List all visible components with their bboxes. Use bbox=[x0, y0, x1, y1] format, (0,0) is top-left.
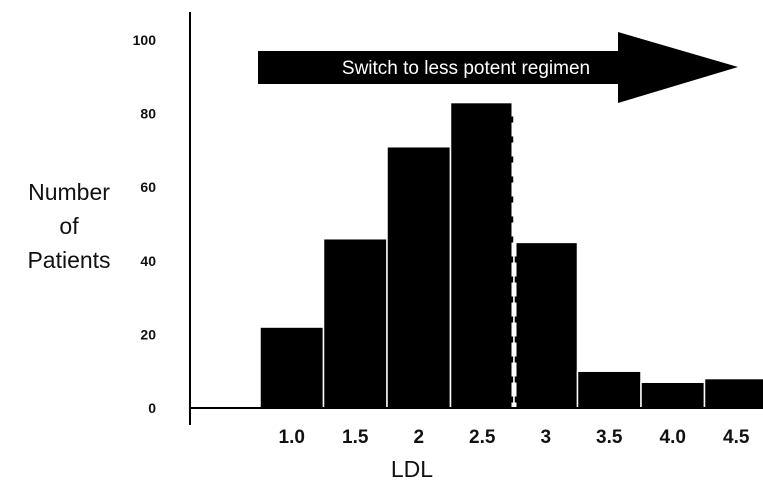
histogram-bar bbox=[578, 371, 642, 408]
x-tick-label: 4.0 bbox=[660, 427, 686, 448]
y-tick-label: 20 bbox=[140, 326, 156, 342]
y-tick-label: 80 bbox=[140, 106, 156, 122]
x-tick-label: 2 bbox=[413, 427, 424, 448]
x-tick-label: 2.5 bbox=[469, 427, 496, 448]
histogram-bar bbox=[451, 103, 515, 408]
y-tick-label: 40 bbox=[140, 253, 156, 269]
y-axis-label-line-2: of bbox=[59, 213, 79, 239]
histogram-bar bbox=[260, 327, 324, 408]
arrow-label: Switch to less potent regimen bbox=[342, 58, 590, 79]
y-axis-label-line-3: Patients bbox=[27, 247, 110, 273]
histogram-bar bbox=[387, 147, 451, 408]
x-tick-label: 3.5 bbox=[596, 427, 623, 448]
y-axis: 0 20 40 60 80 100 bbox=[133, 12, 190, 425]
x-tick-label: 3 bbox=[540, 427, 551, 448]
x-axis: 1.0 1.5 2 2.5 3 3.5 4.0 4.5 bbox=[190, 408, 763, 448]
x-tick-label: 4.5 bbox=[723, 427, 750, 448]
histogram-bar bbox=[705, 379, 763, 408]
y-tick-label: 0 bbox=[148, 400, 156, 416]
x-tick-label: 1.0 bbox=[279, 427, 305, 448]
histogram-bar bbox=[324, 239, 388, 408]
y-tick-label: 60 bbox=[140, 179, 156, 195]
x-axis-label: LDL bbox=[391, 456, 433, 482]
y-axis-label-line-1: Number bbox=[28, 179, 110, 205]
histogram-bar bbox=[641, 382, 705, 408]
histogram-bar bbox=[514, 242, 578, 408]
annotation-arrow-group: Switch to less potent regimen bbox=[258, 32, 738, 103]
x-tick-label: 1.5 bbox=[342, 427, 369, 448]
y-tick-label: 100 bbox=[133, 32, 157, 48]
